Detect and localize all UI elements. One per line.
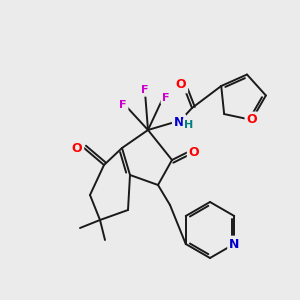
Text: O: O <box>246 113 257 126</box>
Text: O: O <box>176 79 186 92</box>
Text: O: O <box>72 142 82 154</box>
Text: F: F <box>119 100 127 110</box>
Text: N: N <box>174 116 184 128</box>
Text: F: F <box>141 85 149 95</box>
Text: N: N <box>229 238 239 250</box>
Text: H: H <box>184 120 194 130</box>
Text: F: F <box>162 93 170 103</box>
Text: O: O <box>189 146 199 158</box>
